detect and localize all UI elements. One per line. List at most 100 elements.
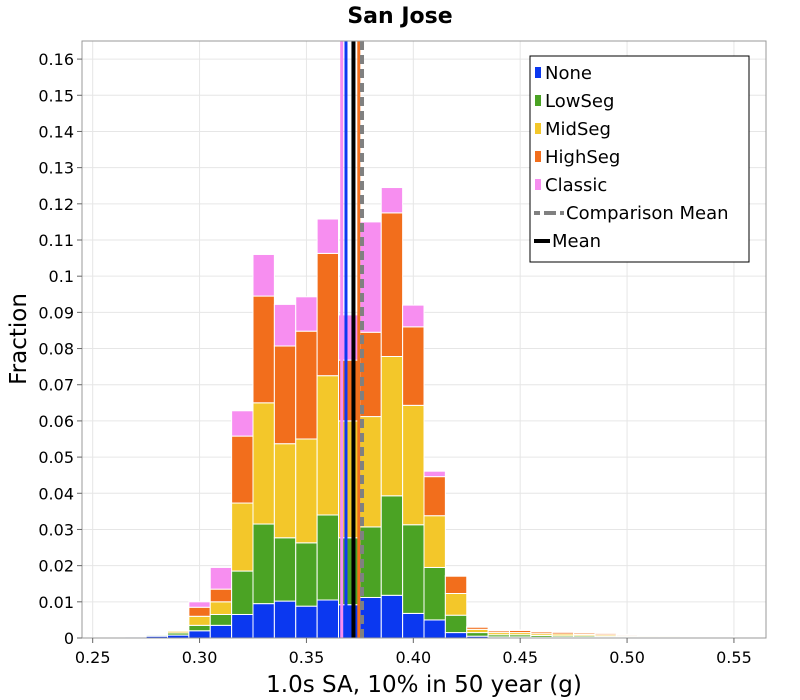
bar-highseg-12	[359, 331, 382, 418]
bar-lowseg-15	[423, 566, 446, 621]
bar-none-14	[402, 612, 425, 639]
bar-none-9	[295, 605, 318, 639]
y-tick-label: 0.13	[38, 159, 74, 178]
bar-highseg-7	[252, 295, 275, 404]
bar-lowseg-4	[188, 624, 211, 632]
bar-midseg-8	[273, 443, 297, 539]
bar-classic-5	[209, 566, 233, 590]
bar-lowseg-17	[466, 632, 489, 637]
bar-lowseg-10	[316, 514, 339, 601]
legend-label: Classic	[545, 175, 607, 196]
y-tick-label: 0.12	[38, 195, 74, 214]
y-tick-label: 0.09	[38, 303, 74, 322]
y-tick-label: 0.16	[38, 50, 74, 69]
bar-lowseg-6	[231, 570, 254, 615]
legend-swatch	[535, 179, 541, 190]
legend-label: Comparison Mean	[566, 203, 729, 224]
bar-lowseg-14	[402, 524, 425, 614]
y-tick-label: 0.01	[38, 593, 74, 612]
legend-label: MidSeg	[545, 119, 611, 140]
bar-classic-8	[273, 303, 297, 347]
legend-label: None	[545, 63, 592, 84]
y-tick-label: 0.02	[38, 557, 74, 576]
y-tick-label: 0.14	[38, 122, 74, 141]
bar-none-7	[252, 603, 275, 639]
x-tick-label: 0.45	[502, 648, 538, 667]
bar-none-15	[423, 619, 446, 639]
bar-none-10	[316, 599, 339, 639]
legend-swatch	[535, 151, 541, 162]
bar-classic-9	[295, 296, 318, 332]
bar-highseg-16	[444, 575, 468, 594]
bar-classic-15	[423, 470, 446, 478]
bar-lowseg-16	[444, 614, 468, 634]
legend-box	[529, 55, 750, 263]
bar-highseg-15	[423, 476, 446, 517]
x-tick-label: 0.35	[289, 648, 325, 667]
y-tick-label: 0.11	[38, 231, 74, 250]
y-tick-label: 0.08	[38, 340, 74, 359]
bar-classic-13	[380, 187, 404, 214]
y-tick-label: 0.1	[49, 267, 74, 286]
bar-lowseg-9	[295, 542, 318, 607]
bar-midseg-4	[188, 615, 211, 626]
y-tick-label: 0	[64, 629, 74, 648]
y-tick-label: 0.05	[38, 448, 74, 467]
x-tick-label: 0.30	[182, 648, 218, 667]
y-tick-label: 0.03	[38, 520, 74, 539]
chart-title: San Jose	[347, 4, 452, 29]
histogram-bars	[102, 187, 746, 639]
bar-midseg-6	[231, 502, 254, 572]
bar-none-8	[273, 600, 297, 639]
bar-midseg-15	[423, 515, 446, 568]
legend-swatch	[535, 95, 541, 106]
x-axis-ticks: 0.25 0.30 0.35 0.40 0.45 0.50 0.55	[75, 638, 752, 667]
bar-highseg-13	[380, 212, 404, 358]
bar-lowseg-5	[209, 613, 233, 626]
bar-none-13	[380, 594, 404, 639]
bar-lowseg-7	[252, 523, 275, 605]
x-tick-label: 0.25	[75, 648, 111, 667]
y-tick-label: 0.15	[38, 86, 74, 105]
bar-midseg-10	[316, 375, 339, 516]
y-tick-label: 0.07	[38, 376, 74, 395]
bar-highseg-5	[209, 588, 233, 603]
bar-midseg-9	[295, 438, 318, 544]
bar-highseg-9	[295, 330, 318, 440]
x-axis-label: 1.0s SA, 10% in 50 year (g)	[266, 672, 582, 698]
bar-midseg-7	[252, 402, 275, 525]
bar-midseg-14	[402, 404, 425, 526]
bar-lowseg-13	[380, 495, 404, 596]
bar-none-16	[444, 632, 468, 639]
bar-none-5	[209, 624, 233, 639]
bar-highseg-6	[231, 435, 254, 504]
legend-label: HighSeg	[545, 147, 620, 168]
bar-midseg-5	[209, 601, 233, 615]
bar-highseg-8	[273, 345, 297, 445]
bar-highseg-10	[316, 252, 339, 377]
bar-classic-6	[231, 410, 254, 437]
legend-swatch	[535, 67, 541, 78]
bar-classic-14	[402, 304, 425, 328]
bar-highseg-4	[188, 606, 211, 617]
bar-classic-4	[188, 601, 211, 608]
legend: None LowSeg MidSeg HighSeg Classic Comparison…	[529, 55, 750, 263]
legend-label: Mean	[552, 231, 601, 252]
bar-none-6	[231, 613, 254, 639]
legend-swatch	[535, 123, 541, 134]
bar-none-4	[188, 630, 211, 639]
bar-classic-10	[316, 218, 339, 254]
bar-midseg-13	[380, 356, 404, 497]
y-tick-label: 0.06	[38, 412, 74, 431]
bar-classic-16	[444, 574, 468, 577]
y-tick-label: 0.04	[38, 484, 74, 503]
legend-label: LowSeg	[545, 91, 614, 112]
x-tick-label: 0.50	[609, 648, 645, 667]
bar-highseg-14	[402, 326, 425, 406]
x-tick-label: 0.40	[396, 648, 432, 667]
y-axis-label: Fraction	[6, 293, 32, 385]
bar-midseg-16	[444, 592, 468, 616]
mean-lines	[340, 41, 365, 638]
y-axis-ticks: 0 0.01 0.02 0.03 0.04 0.05 0.06 0.07 0.08 0.09 0.1…	[38, 50, 82, 648]
